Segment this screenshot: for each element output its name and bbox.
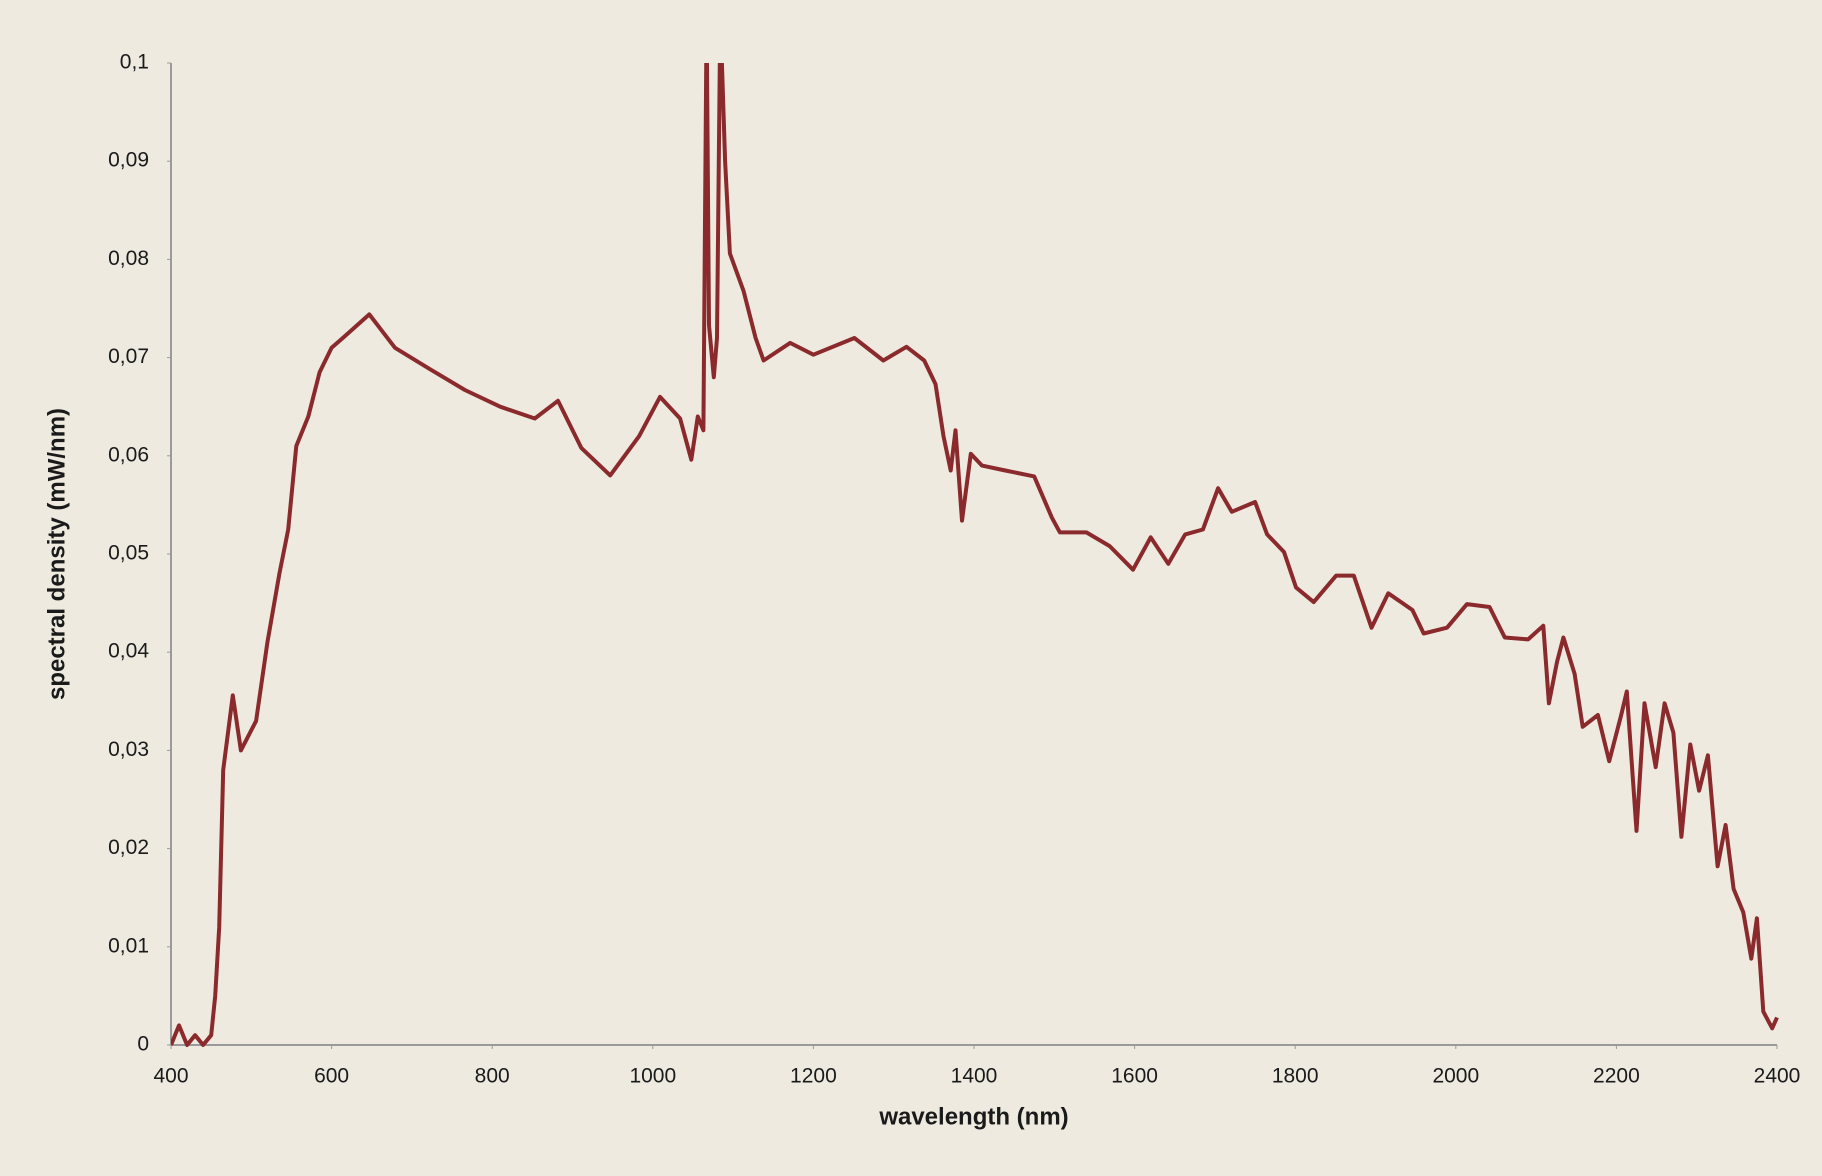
y-tick-label: 0,03 [108, 738, 149, 761]
x-tick-label: 2200 [1593, 1065, 1640, 1088]
x-tick-label: 1000 [629, 1065, 676, 1088]
y-tick-label: 0,05 [108, 542, 149, 565]
x-tick-label: 800 [475, 1065, 510, 1088]
x-tick-label: 1600 [1111, 1065, 1158, 1088]
x-tick-label: 2400 [1754, 1065, 1801, 1088]
y-tick-label: 0,06 [108, 443, 149, 466]
x-tick-label: 1400 [951, 1065, 998, 1088]
x-tick-label: 1800 [1272, 1065, 1319, 1088]
y-tick-label: 0,1 [120, 51, 149, 74]
x-tick-label: 400 [153, 1065, 188, 1088]
y-tick-label: 0,09 [108, 149, 149, 172]
y-tick-label: 0,02 [108, 836, 149, 859]
y-tick-label: 0,04 [108, 640, 149, 663]
y-tick-label: 0,07 [108, 345, 149, 368]
y-axis-title: spectral density (mW/nm) [43, 408, 70, 700]
x-tick-label: 600 [314, 1065, 349, 1088]
x-tick-label: 1200 [790, 1065, 837, 1088]
y-tick-label: 0,01 [108, 934, 149, 957]
y-tick-label: 0 [137, 1033, 149, 1056]
y-tick-label: 0,08 [108, 247, 149, 270]
x-tick-label: 2000 [1432, 1065, 1479, 1088]
spectrum-line [171, 63, 1779, 1047]
x-axis-title: wavelength (nm) [878, 1103, 1068, 1130]
